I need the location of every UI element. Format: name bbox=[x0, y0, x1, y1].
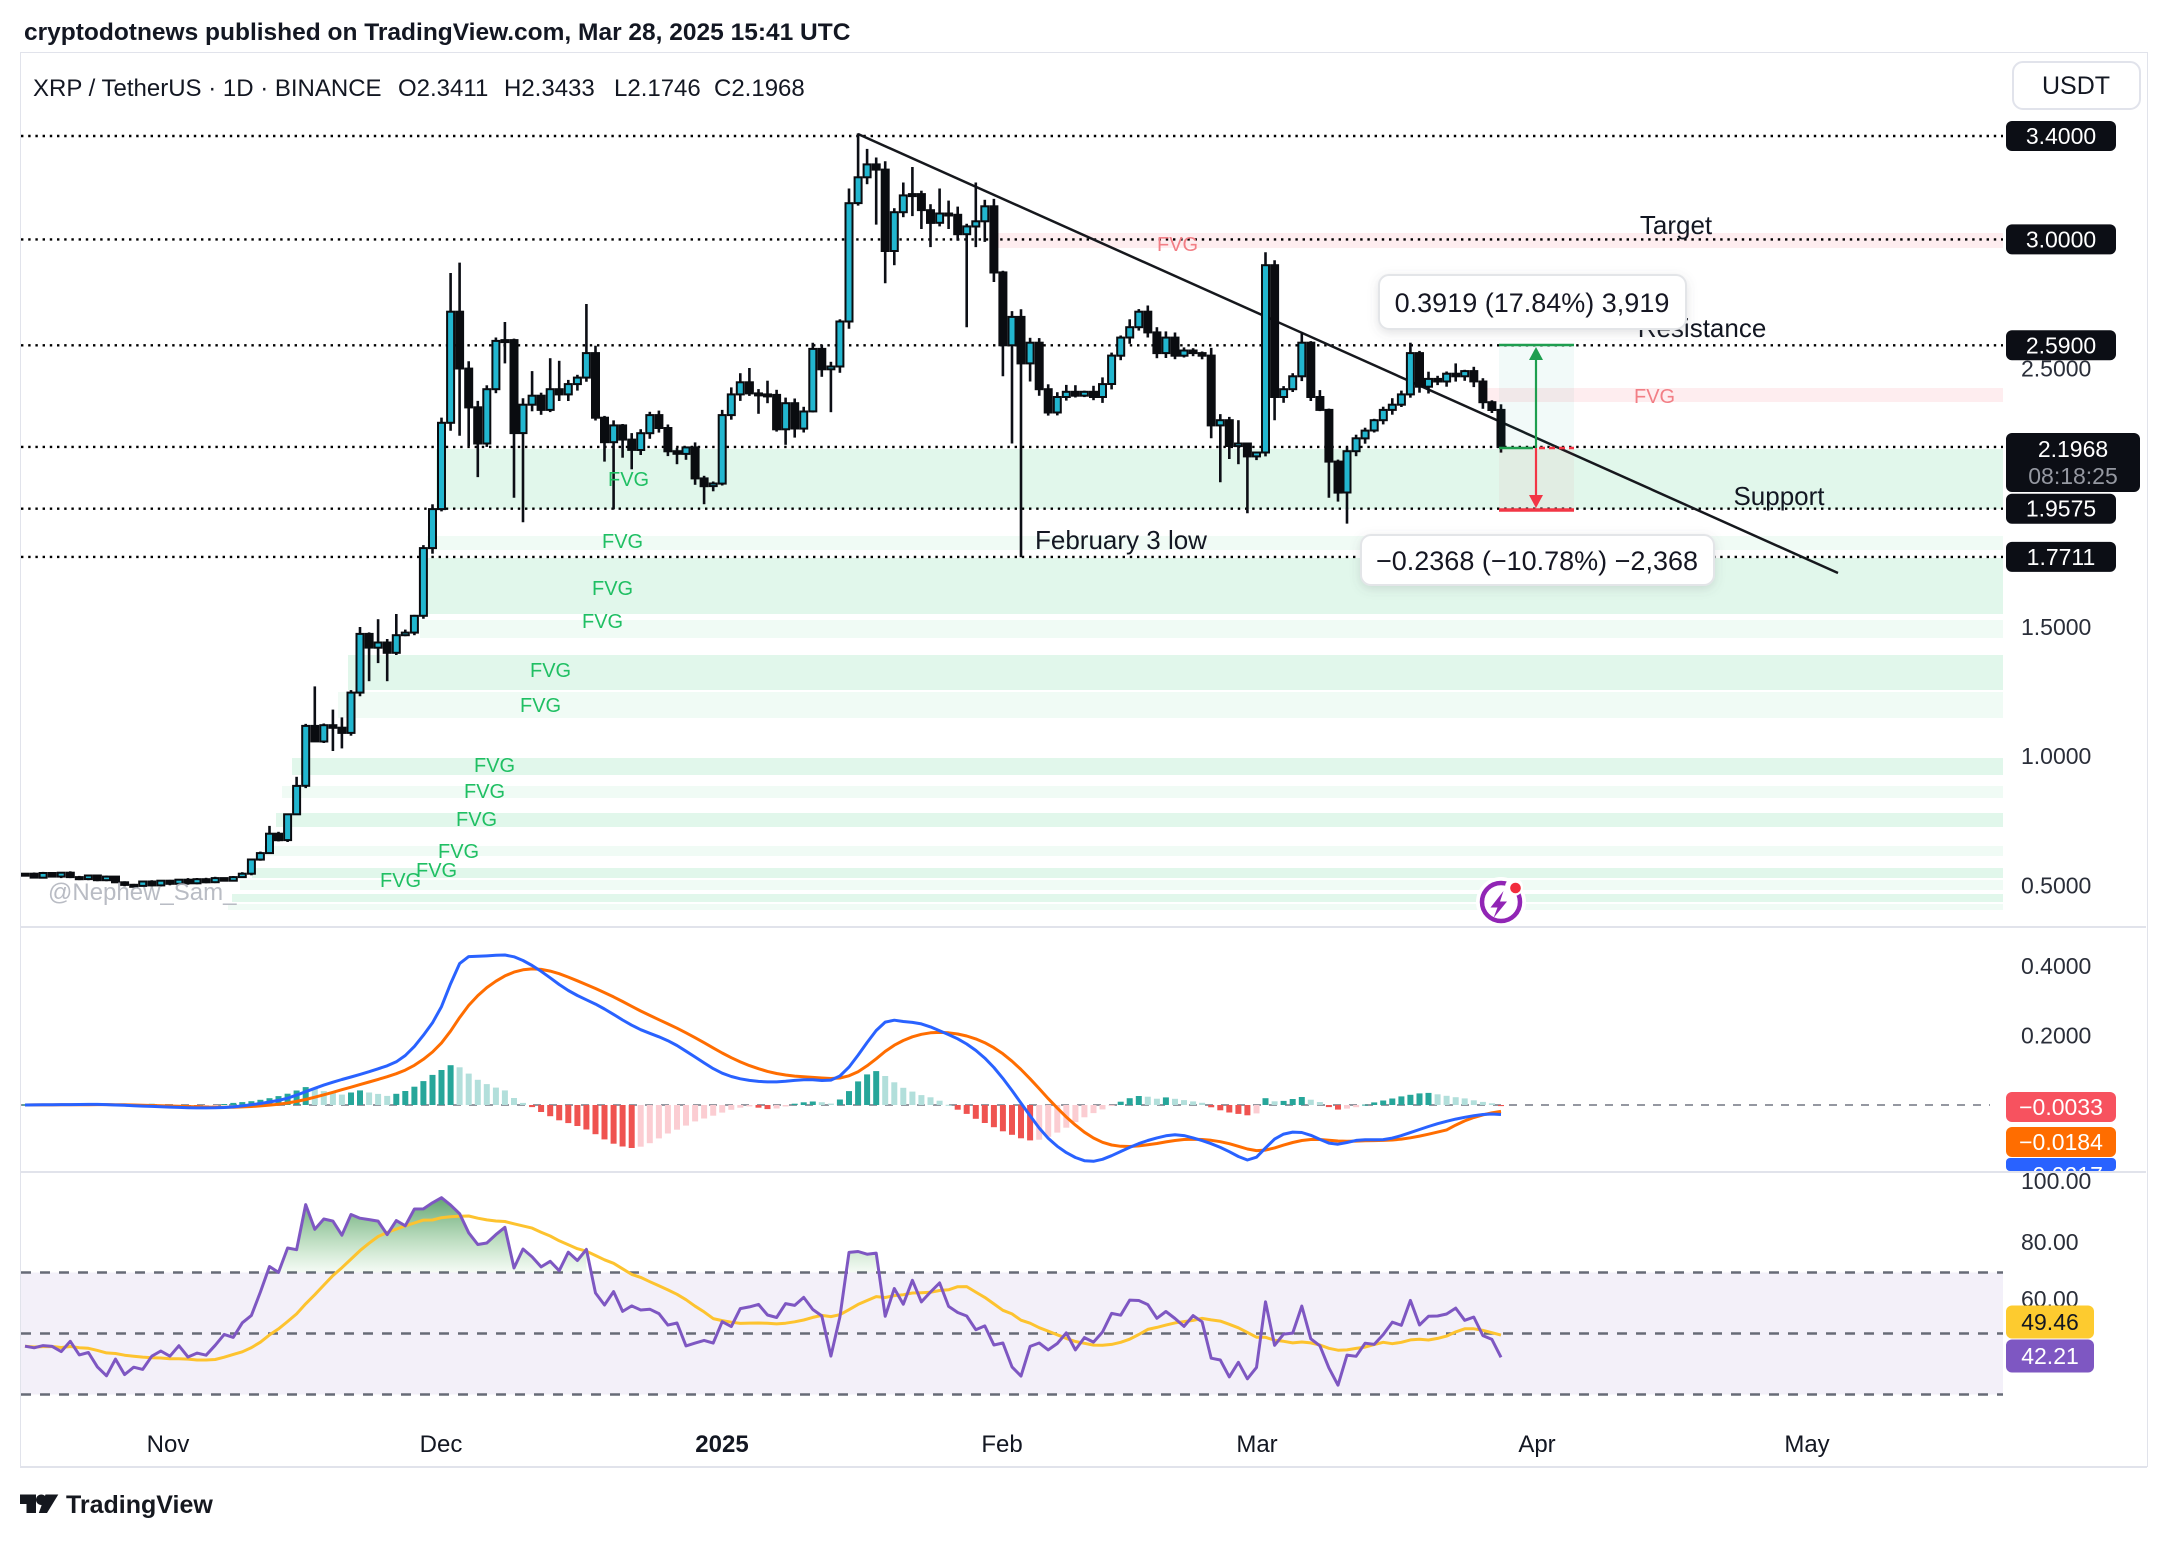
svg-text:H2.3433: H2.3433 bbox=[504, 75, 595, 102]
svg-text:3.0000: 3.0000 bbox=[2026, 226, 2096, 252]
svg-text:0.3919 (17.84%) 3,919: 0.3919 (17.84%) 3,919 bbox=[1395, 288, 1670, 318]
svg-text:FVG: FVG bbox=[380, 870, 421, 892]
svg-text:2.1968: 2.1968 bbox=[2038, 436, 2108, 462]
svg-text:08:18:25: 08:18:25 bbox=[2028, 463, 2118, 489]
svg-text:XRP / TetherUS · 1D · BINANCE: XRP / TetherUS · 1D · BINANCE bbox=[33, 75, 382, 102]
svg-text:0.4000: 0.4000 bbox=[2021, 953, 2091, 979]
svg-text:Dec: Dec bbox=[420, 1431, 463, 1458]
svg-text:−0.2368 (−10.78%) −2,368: −0.2368 (−10.78%) −2,368 bbox=[1376, 546, 1698, 576]
svg-text:FVG: FVG bbox=[592, 578, 633, 600]
svg-text:1.9575: 1.9575 bbox=[2026, 496, 2096, 522]
svg-text:−0.0033: −0.0033 bbox=[2019, 1094, 2103, 1120]
svg-text:2.5900: 2.5900 bbox=[2026, 332, 2096, 358]
svg-text:42.21: 42.21 bbox=[2021, 1343, 2079, 1369]
svg-text:Target: Target bbox=[1640, 210, 1713, 240]
svg-text:FVG: FVG bbox=[520, 695, 561, 717]
svg-text:FVG: FVG bbox=[464, 781, 505, 803]
svg-text:FVG: FVG bbox=[438, 841, 479, 863]
svg-text:@Nephew_Sam_: @Nephew_Sam_ bbox=[48, 879, 237, 906]
svg-text:2025: 2025 bbox=[695, 1431, 748, 1458]
svg-text:TradingView: TradingView bbox=[66, 1491, 213, 1519]
svg-text:0.2000: 0.2000 bbox=[2021, 1023, 2091, 1049]
svg-text:FVG: FVG bbox=[608, 469, 649, 491]
svg-text:May: May bbox=[1784, 1431, 1829, 1458]
svg-text:−0.0217: −0.0217 bbox=[2019, 1162, 2103, 1188]
svg-text:FVG: FVG bbox=[1157, 234, 1198, 256]
svg-text:0.5000: 0.5000 bbox=[2021, 872, 2091, 898]
svg-text:FVG: FVG bbox=[456, 809, 497, 831]
svg-text:FVG: FVG bbox=[582, 611, 623, 633]
svg-text:80.00: 80.00 bbox=[2021, 1229, 2079, 1255]
svg-text:3.4000: 3.4000 bbox=[2026, 123, 2096, 149]
svg-text:1.7711: 1.7711 bbox=[2027, 544, 2096, 570]
svg-text:C2.1968: C2.1968 bbox=[714, 75, 805, 102]
svg-text:FVG: FVG bbox=[1634, 386, 1675, 408]
svg-text:Mar: Mar bbox=[1236, 1431, 1277, 1458]
svg-text:Support: Support bbox=[1733, 481, 1825, 511]
svg-text:Feb: Feb bbox=[981, 1431, 1022, 1458]
svg-text:49.46: 49.46 bbox=[2021, 1309, 2079, 1335]
svg-text:1.5000: 1.5000 bbox=[2021, 614, 2091, 640]
svg-text:FVG: FVG bbox=[602, 531, 643, 553]
svg-text:1.0000: 1.0000 bbox=[2021, 743, 2091, 769]
svg-text:February 3 low: February 3 low bbox=[1035, 525, 1207, 555]
svg-text:FVG: FVG bbox=[416, 860, 457, 882]
svg-text:FVG: FVG bbox=[530, 660, 571, 682]
svg-text:L2.1746: L2.1746 bbox=[614, 75, 701, 102]
svg-text:Nov: Nov bbox=[147, 1431, 190, 1458]
svg-text:O2.3411: O2.3411 bbox=[398, 75, 488, 102]
svg-text:100.00: 100.00 bbox=[2021, 1168, 2091, 1194]
svg-text:Apr: Apr bbox=[1518, 1431, 1555, 1458]
svg-text:USDT: USDT bbox=[2042, 72, 2110, 100]
svg-text:cryptodotnews published on Tra: cryptodotnews published on TradingView.c… bbox=[24, 19, 851, 46]
svg-text:−0.0184: −0.0184 bbox=[2019, 1129, 2103, 1155]
svg-text:FVG: FVG bbox=[474, 755, 515, 777]
